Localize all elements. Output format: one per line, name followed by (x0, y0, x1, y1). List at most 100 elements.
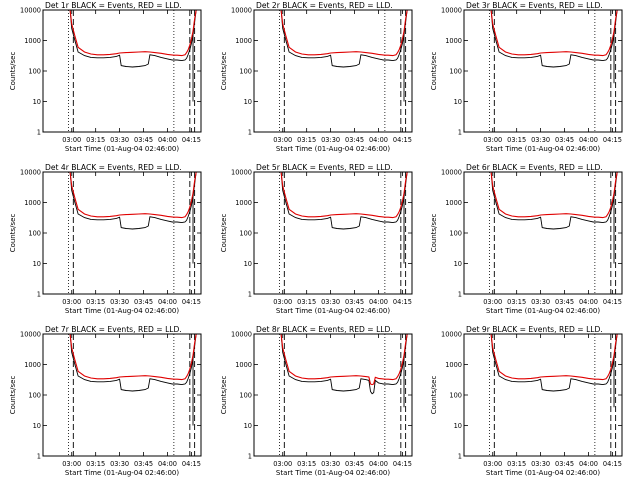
x-tick-label: 03:15 (86, 298, 105, 306)
x-tick-label: 03:45 (134, 298, 153, 306)
y-tick-label: 10 (244, 422, 252, 430)
x-tick-label: 04:15 (393, 460, 412, 468)
x-tick-label: 03:30 (110, 136, 129, 144)
x-axis-label: Start Time (01-Aug-04 02:46:00) (65, 469, 179, 477)
x-tick-label: 04:00 (158, 136, 177, 144)
y-tick-label: 100 (449, 229, 462, 237)
x-tick-label: 03:00 (483, 298, 502, 306)
lld-series-line (279, 333, 409, 386)
x-tick-label: 04:00 (369, 460, 388, 468)
y-tick-label: 10000 (20, 330, 41, 338)
x-tick-label: 03:00 (483, 136, 502, 144)
panel-title: Det 6r BLACK = Events, RED = LLD. (466, 163, 603, 172)
y-tick-label: 1000 (235, 37, 252, 45)
x-tick-label: 03:30 (110, 460, 129, 468)
plot-frame (463, 333, 623, 457)
y-tick-label: 10000 (231, 6, 252, 14)
x-tick-label: 03:30 (321, 460, 340, 468)
y-tick-label: 100 (28, 67, 41, 75)
plot-frame (253, 171, 413, 295)
y-tick-label: 100 (239, 391, 252, 399)
panel-title: Det 8r BLACK = Events, RED = LLD. (256, 325, 393, 334)
x-tick-label: 03:45 (345, 460, 364, 468)
y-tick-label: 1 (458, 290, 462, 298)
chart-panel-4: Det 4r BLACK = Events, RED = LLD. 1 10 100 1… (9, 163, 202, 315)
x-tick-label: 04:00 (579, 136, 598, 144)
y-tick-label: 1 (458, 128, 462, 136)
y-tick-label: 10 (454, 98, 462, 106)
x-axis-label: Start Time (01-Aug-04 02:46:00) (276, 145, 390, 153)
x-tick-label: 03:30 (531, 136, 550, 144)
plot-frame (463, 171, 623, 295)
x-tick-label: 03:30 (110, 298, 129, 306)
y-tick-label: 100 (239, 67, 252, 75)
y-axis-label: Counts/sec (9, 214, 17, 253)
x-axis-label: Start Time (01-Aug-04 02:46:00) (486, 307, 600, 315)
x-tick-label: 03:30 (531, 460, 550, 468)
y-tick-label: 1 (37, 290, 41, 298)
x-tick-label: 03:45 (555, 460, 574, 468)
x-tick-label: 03:15 (507, 136, 526, 144)
y-tick-label: 10 (244, 260, 252, 268)
lld-series-line (489, 333, 619, 381)
y-axis-label: Counts/sec (430, 376, 438, 415)
y-tick-label: 10 (454, 260, 462, 268)
x-tick-label: 04:00 (579, 460, 598, 468)
x-tick-label: 04:15 (603, 460, 622, 468)
y-tick-label: 10 (244, 98, 252, 106)
y-tick-label: 1000 (235, 199, 252, 207)
y-tick-label: 1000 (24, 361, 41, 369)
x-tick-label: 03:15 (507, 298, 526, 306)
x-tick-label: 03:15 (86, 136, 105, 144)
x-tick-label: 04:15 (393, 298, 412, 306)
x-tick-label: 03:00 (273, 460, 292, 468)
y-tick-label: 1000 (445, 361, 462, 369)
x-tick-label: 03:00 (273, 298, 292, 306)
chart-panel-5: Det 5r BLACK = Events, RED = LLD. 1 10 100 1… (220, 163, 413, 315)
x-tick-label: 03:30 (321, 298, 340, 306)
events-series-line (68, 171, 198, 230)
y-tick-label: 1 (37, 128, 41, 136)
x-tick-label: 03:15 (86, 460, 105, 468)
x-tick-label: 04:15 (603, 298, 622, 306)
lld-series-line (489, 171, 619, 219)
y-tick-label: 1000 (235, 361, 252, 369)
panel-title: Det 7r BLACK = Events, RED = LLD. (45, 325, 182, 334)
x-tick-label: 03:15 (507, 460, 526, 468)
x-tick-label: 03:00 (273, 136, 292, 144)
y-axis-label: Counts/sec (9, 52, 17, 91)
x-tick-label: 04:00 (158, 460, 177, 468)
chart-panel-6: Det 6r BLACK = Events, RED = LLD. 1 10 100 1… (430, 163, 623, 315)
y-tick-label: 10000 (441, 6, 462, 14)
y-tick-label: 1 (458, 452, 462, 460)
y-tick-label: 100 (449, 391, 462, 399)
x-axis-label: Start Time (01-Aug-04 02:46:00) (65, 307, 179, 315)
x-tick-label: 04:15 (182, 136, 201, 144)
events-series-line (489, 333, 619, 392)
lld-series-line (489, 9, 619, 57)
y-tick-label: 10 (33, 98, 41, 106)
x-tick-label: 03:45 (134, 136, 153, 144)
x-tick-label: 03:45 (555, 298, 574, 306)
x-tick-label: 03:00 (62, 460, 81, 468)
x-tick-label: 04:00 (369, 136, 388, 144)
x-tick-label: 04:00 (369, 298, 388, 306)
lld-series-line (68, 171, 198, 219)
events-series-line (279, 333, 409, 395)
lld-series-line (279, 171, 409, 219)
y-tick-label: 1000 (24, 37, 41, 45)
x-axis-label: Start Time (01-Aug-04 02:46:00) (276, 469, 390, 477)
y-tick-label: 1 (248, 452, 252, 460)
chart-panel-7: Det 7r BLACK = Events, RED = LLD. 1 10 100 1… (9, 325, 202, 477)
lld-series-line (68, 9, 198, 57)
x-axis-label: Start Time (01-Aug-04 02:46:00) (486, 469, 600, 477)
x-tick-label: 04:00 (158, 298, 177, 306)
x-axis-label: Start Time (01-Aug-04 02:46:00) (486, 145, 600, 153)
y-tick-label: 100 (239, 229, 252, 237)
y-axis-label: Counts/sec (9, 376, 17, 415)
chart-panel-9: Det 9r BLACK = Events, RED = LLD. 1 10 100 1… (430, 325, 623, 477)
panel-title: Det 3r BLACK = Events, RED = LLD. (466, 1, 603, 10)
chart-panel-8: Det 8r BLACK = Events, RED = LLD. 1 10 100 1… (220, 325, 413, 477)
panel-title: Det 4r BLACK = Events, RED = LLD. (45, 163, 182, 172)
